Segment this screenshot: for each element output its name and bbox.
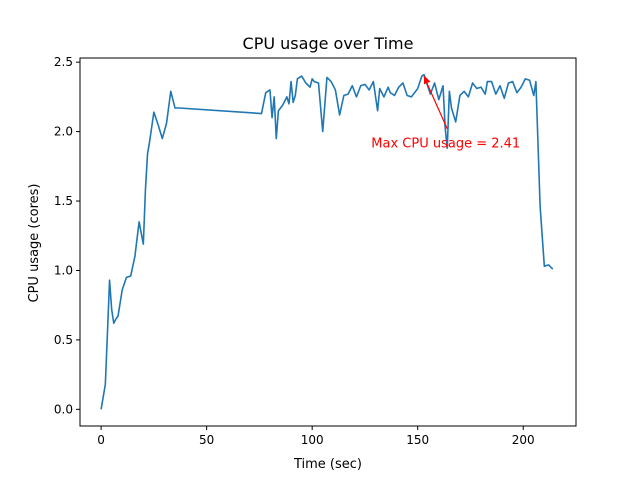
annotation-arrow-line [423,76,448,130]
chart-title: CPU usage over Time [243,34,414,53]
y-tick-label: 0.5 [54,333,73,347]
y-axis-label: CPU usage (cores) [27,184,42,303]
y-tick-label: 2.0 [54,125,73,139]
y-tick-label: 1.0 [54,263,73,277]
x-tick-label: 50 [199,433,214,447]
cpu-usage-series-line [100,73,554,410]
y-tick-label: 1.5 [54,194,73,208]
x-tick-label: 150 [406,433,429,447]
x-tick-label: 100 [301,433,324,447]
plot-area: 0 50 100 150 200 0.0 0.5 1.0 1.5 2.0 2.5 Max CPU us… [54,55,577,447]
x-axis-label: Time (sec) [293,457,362,472]
max-cpu-annotation: Max CPU usage = 2.41 [371,137,520,152]
y-tick-label: 2.5 [54,55,73,69]
x-tick-label: 0 [97,433,105,447]
annotation-arrowhead [423,75,431,85]
plot-frame [79,57,577,427]
y-tick-label: 0.0 [54,402,73,416]
x-tick-label: 200 [512,433,535,447]
